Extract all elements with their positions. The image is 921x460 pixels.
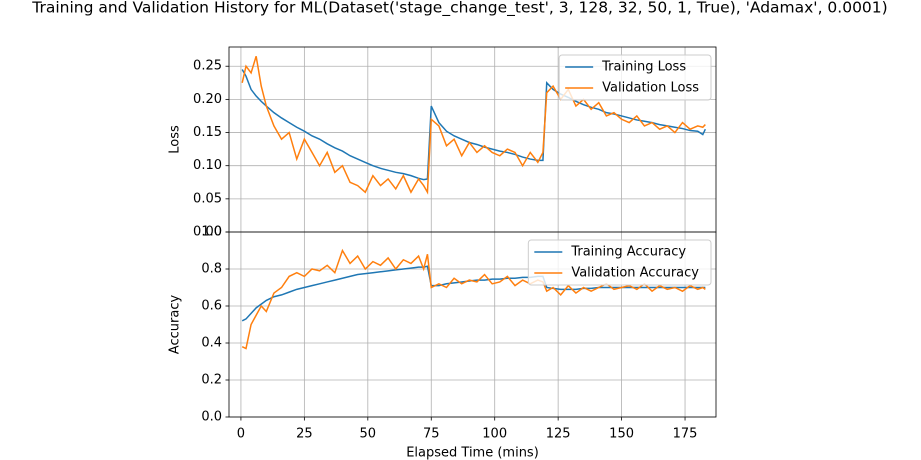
y-tick-label: 0.0 [201,410,222,425]
legend: Training Loss Validation Loss [558,54,712,101]
x-tick-label: 25 [296,427,313,442]
x-tick-label: 0 [237,427,245,442]
x-tick-label: 100 [482,427,507,442]
axes-frame [228,231,717,418]
y-tick-label: 0.2 [201,373,222,388]
y-tick-label: 0.8 [201,262,222,277]
legend-label: Training Loss [601,60,686,75]
y-tick-label: 0.6 [201,299,222,314]
x-tick-label: 150 [609,427,634,442]
x-tick-label: 75 [423,427,440,442]
data-line [241,56,706,195]
legend: Training Accuracy Validation Accuracy [527,239,712,286]
x-tick-label: 175 [673,427,698,442]
figure-title: Training and Validation History for ML(D… [31,0,887,18]
y-tick-label: 0.25 [193,59,222,74]
legend-label: Training Accuracy [570,245,686,260]
y-tick-label: 0.4 [201,336,222,351]
data-line [241,248,706,350]
y-axis-label: Loss [168,125,183,154]
data-line [241,265,706,322]
legend-box [527,239,712,286]
x-tick-label: 50 [360,427,377,442]
y-axis-label: Accuracy [168,295,183,355]
x-axis-label: Elapsed Time (mins) [406,446,539,460]
x-tick-label: 125 [546,427,571,442]
y-tick-label: 0.15 [193,125,222,140]
y-tick-label: 0.05 [193,191,222,206]
legend-label: Validation Accuracy [571,266,699,281]
y-tick-label: 0.00 [193,225,222,240]
legend-label: Validation Loss [602,81,699,96]
y-tick-label: 0.20 [193,92,222,107]
y-tick-label: 0.10 [193,158,222,173]
legend-box [558,54,712,101]
y-tick-label: 1.0 [201,225,222,240]
